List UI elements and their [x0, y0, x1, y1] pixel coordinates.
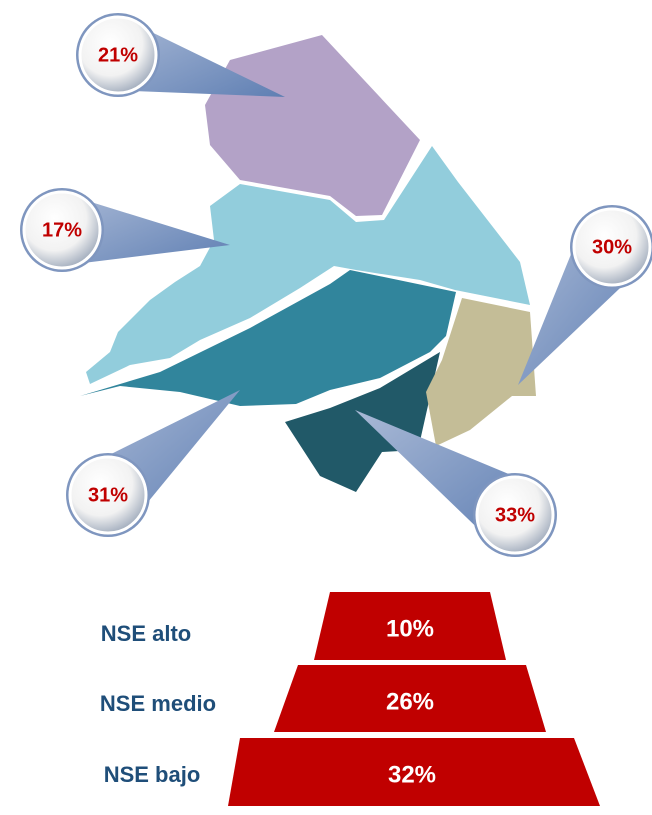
callout-bubble	[22, 190, 102, 270]
pyramid-middle	[274, 665, 546, 732]
region-teal	[80, 270, 456, 406]
callout-label: 30%	[592, 236, 632, 258]
callout-pointer	[58, 194, 231, 266]
region-dark-teal	[285, 352, 440, 492]
level-name: NSE medio	[100, 691, 216, 716]
callout-bubble	[68, 455, 148, 535]
callout-bubble	[475, 475, 555, 555]
pyramid-bottom	[228, 738, 600, 806]
level-name: NSE bajo	[104, 762, 201, 787]
pyramid: NSE alto NSE medio NSE bajo 10% 26% 32%	[100, 592, 600, 806]
region-light-blue	[86, 146, 530, 384]
map	[80, 35, 536, 492]
callout-label: 21%	[98, 44, 138, 66]
level-value: 10%	[386, 615, 434, 642]
callout-label: 17%	[42, 219, 82, 241]
level-value: 32%	[388, 761, 436, 788]
callout-label: 33%	[495, 504, 535, 526]
callout-bubble	[572, 207, 652, 287]
pyramid-top	[314, 592, 506, 660]
callout-bubble	[78, 15, 158, 95]
callout-label: 31%	[88, 484, 128, 506]
level-name: NSE alto	[101, 621, 191, 646]
region-beige	[426, 298, 536, 446]
callouts: 21% 17% 30% 31% 33%	[20, 13, 652, 557]
level-value: 26%	[386, 688, 434, 715]
region-purple	[205, 35, 420, 216]
